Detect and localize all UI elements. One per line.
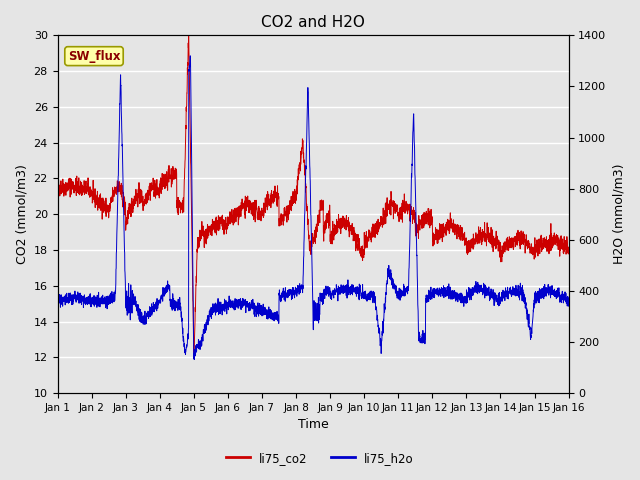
Y-axis label: H2O (mmol/m3): H2O (mmol/m3) <box>612 164 625 264</box>
Legend: li75_co2, li75_h2o: li75_co2, li75_h2o <box>221 447 419 469</box>
Title: CO2 and H2O: CO2 and H2O <box>261 15 365 30</box>
Y-axis label: CO2 (mmol/m3): CO2 (mmol/m3) <box>15 164 28 264</box>
X-axis label: Time: Time <box>298 419 328 432</box>
Text: SW_flux: SW_flux <box>68 49 120 63</box>
